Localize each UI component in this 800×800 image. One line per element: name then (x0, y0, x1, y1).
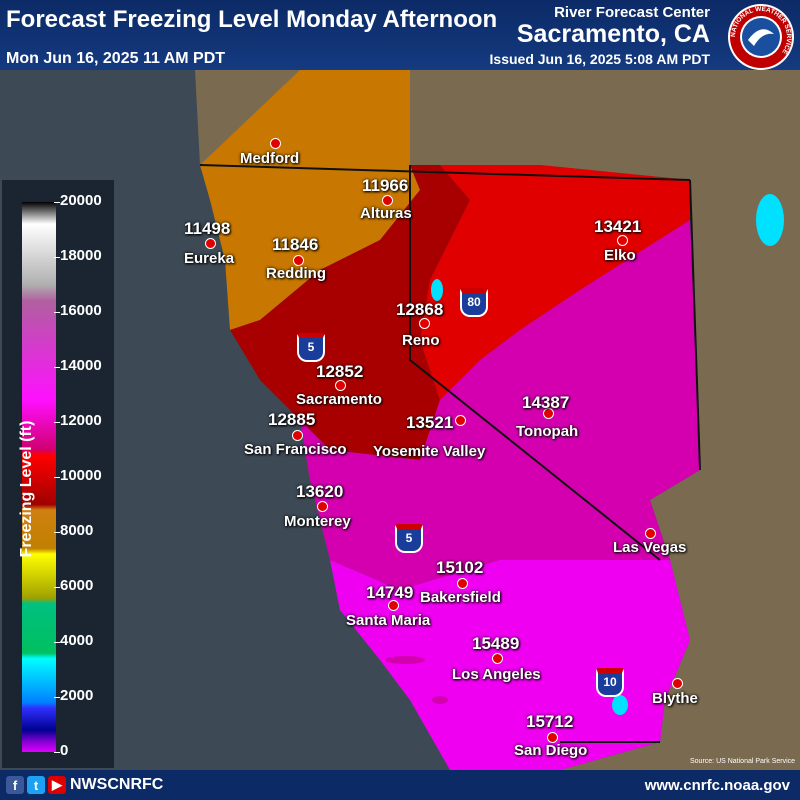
region-orange (200, 70, 420, 330)
station-city-label: Blythe (652, 690, 698, 707)
legend-tick-label: 6000 (60, 577, 94, 594)
station-marker[interactable] (317, 501, 328, 512)
station-city-label: Los Angeles (452, 666, 541, 683)
station-freezing-level-value: 15102 (436, 558, 484, 577)
center-city: Sacramento, CA (516, 20, 710, 48)
station-marker[interactable] (335, 380, 346, 391)
legend-tick-label: 10000 (60, 467, 102, 484)
station-city-label: Elko (604, 247, 636, 264)
header-bar: Forecast Freezing Level Monday Afternoon… (0, 0, 800, 70)
legend-tick-mark (54, 367, 60, 368)
station-city-label: Alturas (360, 205, 412, 222)
legend-tick-mark (54, 312, 60, 313)
station-freezing-level-value: 13521 (406, 413, 454, 432)
station-marker[interactable] (672, 678, 683, 689)
youtube-icon[interactable]: ▶ (48, 776, 66, 794)
center-name: River Forecast Center (554, 4, 710, 21)
station-freezing-level-value: 11846 (272, 235, 319, 254)
station-marker[interactable] (492, 653, 503, 664)
legend-tick-mark (54, 752, 60, 753)
station-freezing-level-value: 14387 (522, 393, 570, 412)
facebook-icon[interactable]: f (6, 776, 24, 794)
valid-time: Mon Jun 16, 2025 11 AM PDT (6, 50, 226, 67)
station-freezing-level-value: 12868 (396, 300, 444, 319)
website-link[interactable]: www.cnrfc.noaa.gov (644, 777, 790, 794)
social-icons: f t ▶ (6, 776, 66, 794)
interstate-shield-icon: 5 (297, 333, 325, 362)
station-marker[interactable] (617, 235, 628, 246)
station-marker[interactable] (382, 195, 393, 206)
station-freezing-level-value: 11498 (184, 219, 231, 238)
station-city-label: Bakersfield (420, 589, 501, 606)
legend-tick-mark (54, 587, 60, 588)
legend-tick-label: 14000 (60, 357, 102, 374)
nws-logo-icon[interactable]: NATIONAL WEATHER SERVICE (726, 2, 796, 72)
legend-title: Freezing Level (ft) (18, 420, 35, 558)
region-red (420, 165, 690, 400)
legend-tick-mark (54, 697, 60, 698)
legend-tick-mark (54, 642, 60, 643)
station-marker[interactable] (457, 578, 468, 589)
station-freezing-level-value: 13620 (296, 482, 344, 501)
legend-tick-mark (54, 532, 60, 533)
station-marker[interactable] (645, 528, 656, 539)
station-city-label: Yosemite Valley (373, 443, 486, 460)
station-city-label: Medford (240, 150, 300, 167)
region-magenta (300, 220, 700, 590)
twitter-icon[interactable]: t (27, 776, 45, 794)
footer-bar: f t ▶ NWSCNRFC www.cnrfc.noaa.gov (0, 770, 800, 800)
station-city-label: San Diego (514, 742, 588, 759)
legend-tick-mark (54, 257, 60, 258)
color-legend: Freezing Level (ft) 20000 18000 16000 14000… (2, 180, 114, 768)
station-marker[interactable] (419, 318, 430, 329)
station-city-label: Sacramento (296, 391, 382, 408)
social-handle[interactable]: NWSCNRFC (70, 776, 164, 793)
region-hotpink (330, 560, 690, 770)
station-marker[interactable] (292, 430, 303, 441)
station-city-label: Reno (402, 332, 440, 349)
legend-tick-label: 2000 (60, 687, 94, 704)
photo-credit: Source: US National Park Service (690, 758, 796, 765)
station-city-label: Monterey (284, 513, 351, 530)
station-freezing-level-value: 11966 (362, 176, 409, 195)
station-freezing-level-value: 12852 (316, 362, 364, 381)
station-marker[interactable] (388, 600, 399, 611)
legend-tick-mark (54, 422, 60, 423)
station-city-label: Santa Maria (346, 612, 431, 629)
station-freezing-level-value: 15489 (472, 634, 520, 653)
legend-tick-label: 8000 (60, 522, 94, 539)
station-city-label: Redding (266, 265, 326, 282)
station-marker[interactable] (455, 415, 466, 426)
station-freezing-level-value: 14749 (366, 583, 414, 602)
legend-tick-label: 12000 (60, 412, 102, 429)
station-freezing-level-value: 13421 (594, 217, 642, 236)
interstate-shield-icon: 80 (460, 288, 488, 317)
legend-tick-label: 20000 (60, 192, 102, 209)
legend-tick-mark (54, 202, 60, 203)
interstate-shield-icon: 5 (395, 524, 423, 553)
page-title: Forecast Freezing Level Monday Afternoon (6, 6, 498, 33)
station-city-label: Eureka (184, 250, 235, 267)
station-freezing-level-value: 12885 (268, 410, 316, 429)
station-marker[interactable] (293, 255, 304, 266)
legend-tick-label: 0 (60, 742, 69, 759)
legend-tick-label: 4000 (60, 632, 94, 649)
legend-tick-mark (54, 477, 60, 478)
legend-color-bar (22, 202, 56, 752)
station-city-label: Las Vegas (613, 539, 687, 556)
station-city-label: San Francisco (244, 441, 347, 458)
issued-time: Issued Jun 16, 2025 5:08 AM PDT (489, 51, 710, 67)
station-city-label: Tonopah (516, 423, 579, 440)
legend-tick-label: 18000 (60, 247, 102, 264)
interstate-shield-icon: 10 (596, 668, 624, 697)
station-marker[interactable] (547, 732, 558, 743)
station-marker[interactable] (205, 238, 216, 249)
station-marker[interactable] (543, 408, 554, 419)
legend-tick-label: 16000 (60, 302, 102, 319)
station-marker[interactable] (270, 138, 281, 149)
station-freezing-level-value: 15712 (526, 712, 574, 731)
